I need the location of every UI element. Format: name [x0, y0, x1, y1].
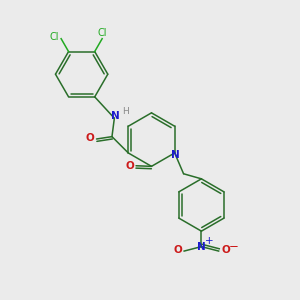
Text: −: −: [229, 240, 238, 254]
Text: N: N: [111, 111, 119, 122]
Text: N: N: [197, 242, 206, 252]
Text: N: N: [172, 150, 180, 161]
Text: O: O: [125, 161, 134, 171]
Text: Cl: Cl: [50, 32, 59, 42]
Text: O: O: [221, 245, 230, 256]
Text: +: +: [206, 236, 214, 246]
Text: H: H: [122, 107, 129, 116]
Text: O: O: [85, 134, 94, 143]
Text: Cl: Cl: [98, 28, 107, 38]
Text: O: O: [173, 245, 182, 256]
